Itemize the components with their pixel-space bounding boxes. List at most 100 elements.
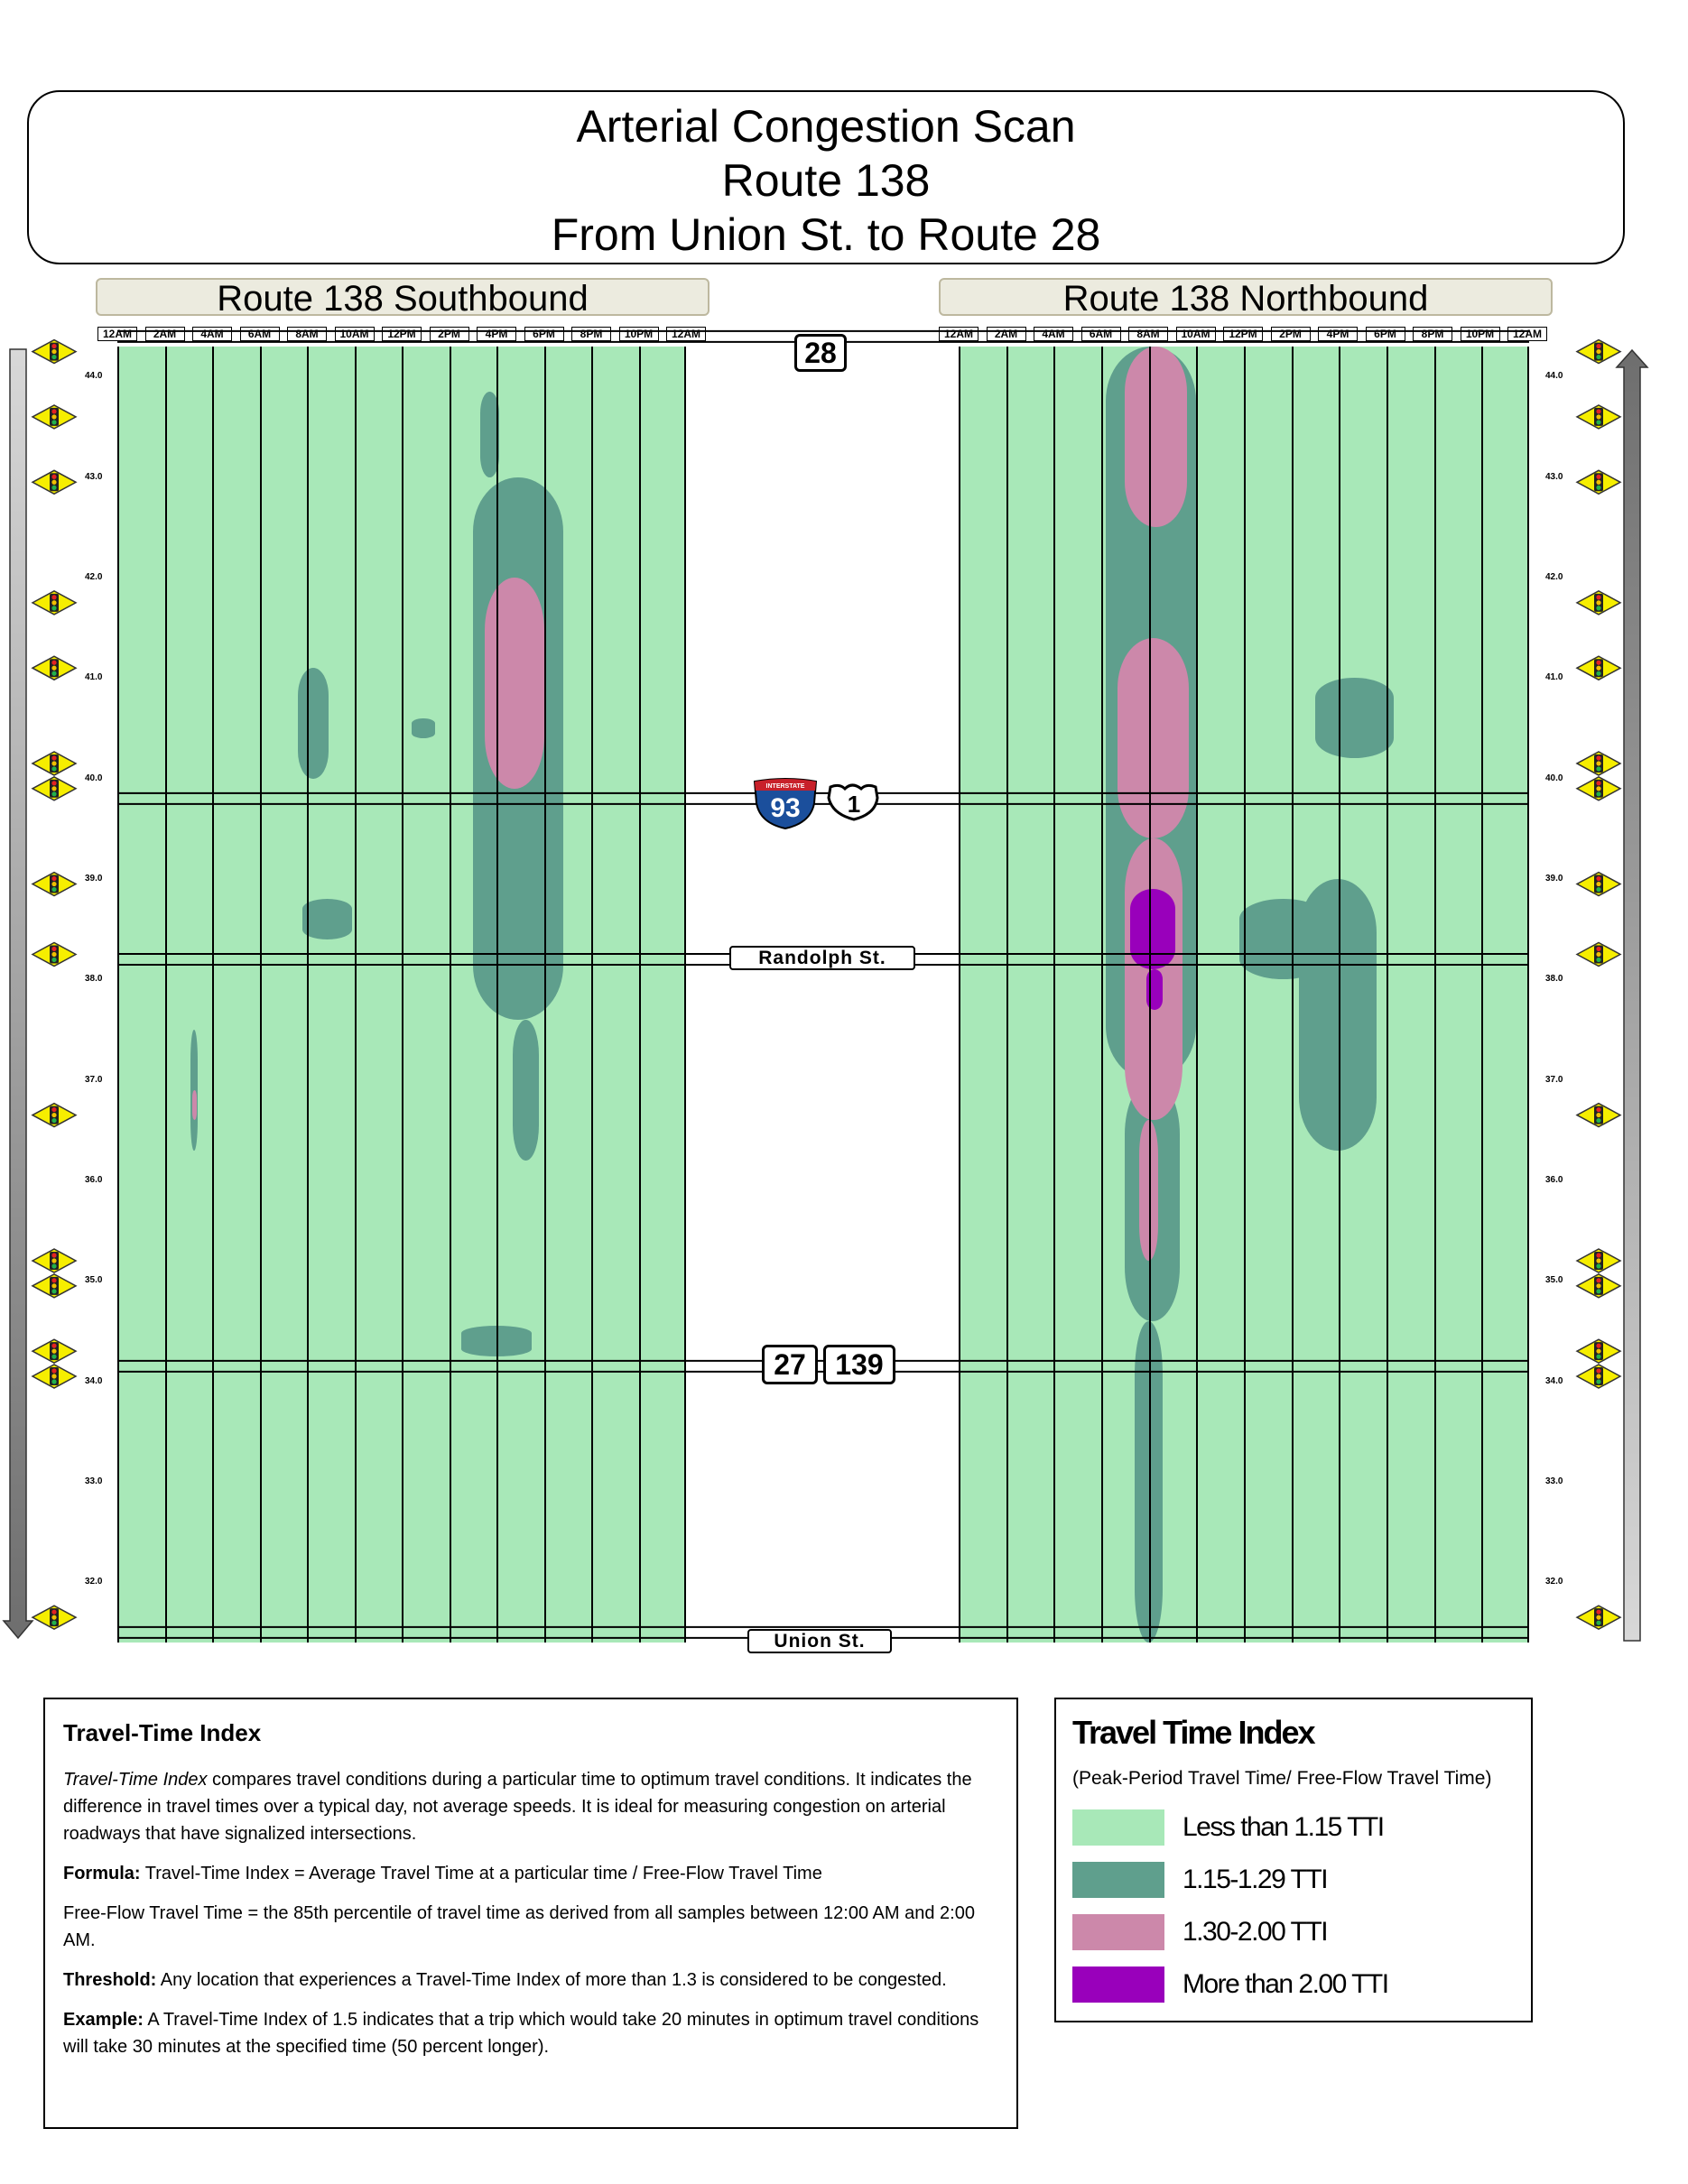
time-gridline <box>117 347 119 1643</box>
traffic-signal-icon <box>1575 590 1622 615</box>
traffic-signal-icon <box>31 404 78 430</box>
traffic-signal-icon <box>1575 404 1622 430</box>
traffic-signal-icon <box>31 941 78 967</box>
time-gridline <box>354 347 357 1643</box>
info-term: Travel-Time Index <box>63 1770 208 1790</box>
us-1-number: 1 <box>848 791 860 818</box>
traffic-signal-icon <box>31 1248 78 1273</box>
milepost-label: 37.0 <box>1545 1074 1563 1085</box>
time-gridline <box>212 347 214 1643</box>
title-box: Arterial Congestion Scan Route 138 From … <box>27 90 1625 264</box>
heat-region-nb-3 <box>1315 678 1394 759</box>
info-heading: Travel-Time Index <box>63 1719 262 1746</box>
example-label: Example: <box>63 2010 144 2030</box>
milepost-label: 44.0 <box>1545 371 1563 382</box>
route-27-shield: 27 <box>762 1345 818 1384</box>
heat-region-sb-8 <box>484 578 544 789</box>
milepost-label: 41.0 <box>1545 672 1563 683</box>
traffic-signal-icon <box>31 1338 78 1365</box>
legend-swatch-severe <box>1072 1967 1164 2003</box>
tti-info-box: Travel-Time Index Travel-Time Index comp… <box>43 1698 1018 2129</box>
heat-region-sb-4 <box>190 1029 199 1151</box>
legend-label-severe: More than 2.00 TTI <box>1183 1969 1389 1999</box>
traffic-signal-icon <box>31 590 78 615</box>
milepost-label: 41.0 <box>85 672 103 683</box>
legend-subtitle: (Peak-Period Travel Time/ Free-Flow Trav… <box>1072 1768 1492 1789</box>
northbound-direction-arrow <box>1615 348 1649 1642</box>
time-gridline <box>259 347 262 1643</box>
milepost-label: 44.0 <box>85 371 103 382</box>
traffic-signal-icon <box>31 338 78 365</box>
traffic-signal-icon <box>1575 469 1622 495</box>
traffic-signal-icon <box>31 775 78 801</box>
example-text: A Travel-Time Index of 1.5 indicates tha… <box>63 2010 979 2057</box>
legend-title: Travel Time Index <box>1072 1714 1315 1751</box>
time-gridline <box>164 347 167 1643</box>
traffic-signal-icon <box>31 751 78 776</box>
time-gridline <box>1433 347 1436 1643</box>
threshold-label: Threshold: <box>63 1970 157 1990</box>
traffic-signal-icon <box>1575 1248 1622 1273</box>
us-route-shield-icon <box>827 783 879 821</box>
traffic-signal-icon <box>1575 338 1622 365</box>
traffic-signal-icon <box>1575 1605 1622 1631</box>
legend-swatch-low <box>1072 1809 1164 1846</box>
interstate-93-us-1-shields: INTERSTATE 93 1 <box>753 778 879 830</box>
time-gridline <box>1006 347 1008 1643</box>
traffic-signal-icon <box>31 1102 78 1128</box>
milepost-label: 43.0 <box>1545 471 1563 482</box>
heat-region-nb-9 <box>1125 347 1187 528</box>
union-st-sign: Union St. <box>747 1629 892 1653</box>
time-gridline <box>543 347 546 1643</box>
time-gridline <box>449 347 451 1643</box>
traffic-signal-icon <box>1575 1272 1622 1299</box>
time-gridline <box>1387 347 1388 1643</box>
milepost-label: 42.0 <box>1545 572 1563 583</box>
info-definition-text: compares travel conditions during a part… <box>63 1770 972 1844</box>
traffic-signal-icon <box>31 1272 78 1299</box>
heat-region-nb-5 <box>1298 878 1377 1151</box>
route-139-shield: 139 <box>823 1345 895 1384</box>
traffic-signal-icon <box>1575 775 1622 801</box>
traffic-signal-icon <box>1575 1338 1622 1365</box>
traffic-signal-icon <box>31 871 78 897</box>
milepost-label: 32.0 <box>85 1577 103 1587</box>
heat-region-sb-9 <box>191 1089 197 1121</box>
time-gridline <box>1244 347 1246 1643</box>
milepost-label: 32.0 <box>1545 1577 1563 1587</box>
heat-region-nb-6 <box>1118 637 1190 839</box>
traffic-signal-icon <box>31 1364 78 1389</box>
time-gridline <box>496 347 498 1643</box>
time-gridline <box>1527 347 1529 1643</box>
traffic-signal-icon <box>31 469 78 495</box>
tti-legend: Travel Time Index (Peak-Period Travel Ti… <box>1054 1698 1533 2022</box>
traffic-signal-icon <box>1575 655 1622 681</box>
time-gridline <box>1481 347 1484 1643</box>
milepost-label: 35.0 <box>85 1275 103 1286</box>
legend-label-low: Less than 1.15 TTI <box>1183 1812 1385 1842</box>
threshold-text: Any location that experiences a Travel-T… <box>156 1970 947 1990</box>
legend-swatch-congested <box>1072 1914 1164 1950</box>
time-gridline <box>402 347 403 1643</box>
interstate-93-number: 93 <box>770 793 800 823</box>
time-gridline <box>1291 347 1294 1643</box>
legend-swatch-moderate <box>1072 1862 1164 1898</box>
title-line-3: From Union St. to Route 28 <box>551 209 1101 260</box>
milepost-label: 34.0 <box>85 1375 103 1386</box>
formula-text: Travel-Time Index = Average Travel Time … <box>140 1864 822 1883</box>
heat-region-sb-6 <box>411 717 435 739</box>
northbound-heatmap <box>959 347 1529 1643</box>
milepost-label: 37.0 <box>85 1074 103 1085</box>
time-gridline <box>591 347 593 1643</box>
milepost-label: 36.0 <box>1545 1174 1563 1185</box>
milepost-label: 33.0 <box>85 1476 103 1486</box>
northbound-label: Route 138 Northbound <box>939 278 1553 318</box>
milepost-label: 36.0 <box>85 1174 103 1185</box>
time-gridline <box>1196 347 1199 1643</box>
time-gridline <box>638 347 641 1643</box>
southbound-heatmap <box>117 347 686 1643</box>
heat-region-sb-5 <box>301 899 352 939</box>
milepost-label: 39.0 <box>85 873 103 884</box>
milepost-label: 42.0 <box>85 572 103 583</box>
randolph-st-sign: Randolph St. <box>729 946 915 970</box>
